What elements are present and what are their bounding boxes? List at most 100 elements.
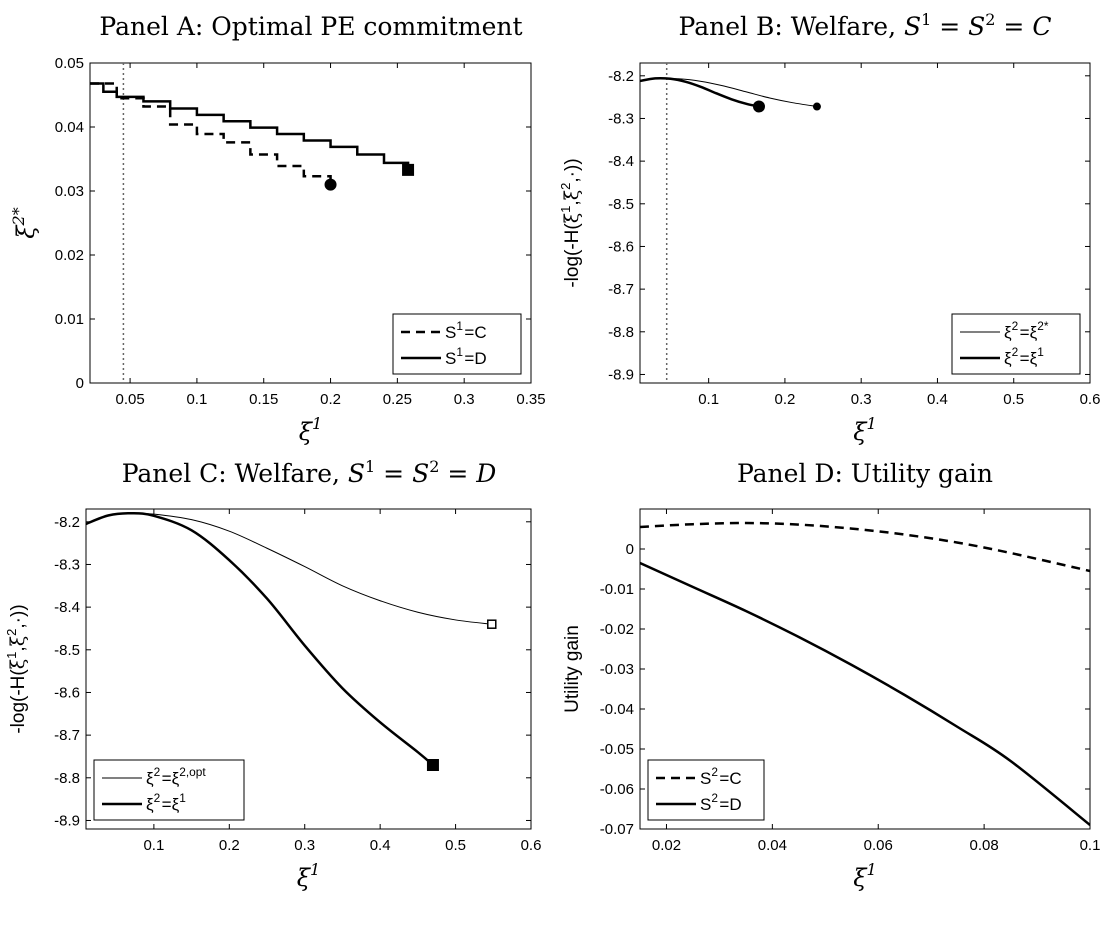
legend-label: ξ2 =ξ1 [1004,345,1045,368]
x-tick-label: 0.4 [927,391,948,408]
legend-label: ξ2 =ξ2* [1004,319,1050,342]
x-tick-label: 0.5 [1003,391,1024,408]
y-axis-label: ξ2* [9,207,40,238]
y-tick-label: 0 [626,541,634,558]
x-tick-label: 0.4 [370,837,391,854]
x-tick-label: 0.05 [115,391,144,408]
y-tick-label: -8.7 [54,727,80,744]
y-tick-label: -8.6 [54,684,80,701]
panel-title: Panel D: Utility gain [737,459,993,488]
x-tick-label: 0.2 [219,837,240,854]
legend-box [951,313,1081,375]
axes-box [85,508,532,830]
y-tick-label: -8.6 [608,238,634,255]
x-tick-label: 0.15 [249,391,278,408]
y-tick-label: -8.8 [608,324,634,341]
x-tick-label: 0.04 [758,837,787,854]
y-tick-label: -8.4 [54,599,80,616]
end-marker-square [402,163,415,176]
y-tick-label: -8.5 [608,196,634,213]
y-tick-label: -8.3 [54,556,80,573]
y-tick-label: -8.5 [54,642,80,659]
legend-label: S2 =C [700,765,742,788]
series-line-1 [640,76,760,108]
y-tick-label: -8.3 [608,110,634,127]
y-tick-label: -8.7 [608,281,634,298]
panel-title: Panel B: Welfare, S1 = S2 = C [679,10,1052,41]
y-tick-label: -0.02 [600,621,634,638]
x-axis-label: ξ1 [299,414,322,446]
legend-label: S2 =D [700,791,742,814]
axes-box [89,62,532,384]
y-tick-label: 0.03 [55,183,84,200]
x-tick-label: 0.1 [698,391,719,408]
series-line-1 [90,82,410,170]
y-tick-label: -8.8 [54,770,80,787]
y-axis-label: Utility gain [562,625,583,713]
series-line-1 [86,512,434,766]
x-axis-label: ξ1 [297,860,320,892]
panel-c: Panel C: Welfare, S1 = S2 = D 0.1 0.2 0.3 0.… [4,457,541,892]
series-line-0 [640,521,1090,573]
legend: ξ2 =ξ2,opt ξ2 =ξ1 [93,759,245,821]
x-tick-label: 0.25 [383,391,412,408]
legend-box [647,759,765,821]
svg-text:ξ2*: ξ2* [9,207,40,238]
x-tick-label: 0.3 [294,837,315,854]
panel-b: Panel B: Welfare, S1 = S2 = C 0.1 0.2 0.3 0.… [558,10,1100,446]
y-tick-label: -8.4 [608,153,634,170]
svg-text:Utility gain: Utility gain [562,625,583,713]
y-tick-label: -0.05 [600,741,634,758]
y-tick-label: -8.2 [54,514,80,531]
end-marker-square [426,759,439,771]
legend: S2 =C S2 =D [647,759,765,821]
panel-title: Panel A: Optimal PE commitment [99,12,522,41]
x-tick-label: 0.6 [1080,391,1101,408]
legend-label: ξ2 =ξ1 [146,791,187,814]
y-axis-label: -log(-H(ξ1,ξ2,·)) [558,158,583,287]
x-tick-label: 0.1 [143,837,164,854]
y-tick-label: -0.01 [600,581,634,598]
panel-a: Panel A: Optimal PE commitment 0.05 0.1 0.1… [9,12,546,446]
y-tick-label: 0.05 [55,55,84,72]
x-tick-label: 0.06 [864,837,893,854]
x-tick-label: 0.5 [445,837,466,854]
legend-label: ξ2 =ξ2,opt [146,765,207,788]
x-tick-label: 0.3 [851,391,872,408]
y-tick-label: -8.2 [608,68,634,85]
legend: S1 =C S1 =D [392,313,522,375]
series-line-0 [86,512,492,625]
x-tick-label: 0.3 [454,391,475,408]
legend: ξ2 =ξ2* ξ2 =ξ1 [951,313,1081,375]
x-tick-label: 0.2 [774,391,795,408]
x-tick-label: 0.1 [186,391,207,408]
x-axis-label: ξ1 [853,414,876,446]
panel-title: Panel C: Welfare, S1 = S2 = D [122,457,497,488]
y-tick-label: -8.9 [54,812,80,829]
legend-label: S1 =C [445,319,487,342]
y-tick-label: 0.04 [55,119,84,136]
end-marker-square [487,619,497,629]
y-tick-label: 0.01 [55,311,84,328]
svg-text:-log(-H(ξ1,ξ2,·)): -log(-H(ξ1,ξ2,·)) [558,158,583,287]
y-tick-label: 0 [76,375,84,392]
y-tick-label: -8.9 [608,366,634,383]
y-tick-label: -0.04 [600,701,634,718]
y-tick-label: -0.06 [600,781,634,798]
axes-box [639,62,1091,384]
x-tick-label: 0.2 [320,391,341,408]
y-tick-label: -0.03 [600,661,634,678]
legend-label: S1 =D [445,345,487,368]
y-tick-label: -0.07 [600,821,634,838]
x-tick-label: 0.35 [516,391,545,408]
end-marker-circle [324,178,337,191]
y-axis-label: -log(-H(ξ1,ξ2,·)) [4,604,29,733]
end-marker-circle [812,102,821,111]
legend-box [392,313,522,375]
x-tick-label: 0.08 [970,837,999,854]
panel-d: Panel D: Utility gain 0.02 0.04 0.06 0.08 0.1… [562,459,1100,892]
end-marker-circle [752,100,765,113]
x-tick-label: 0.6 [521,837,542,854]
series-line-0 [640,77,818,108]
